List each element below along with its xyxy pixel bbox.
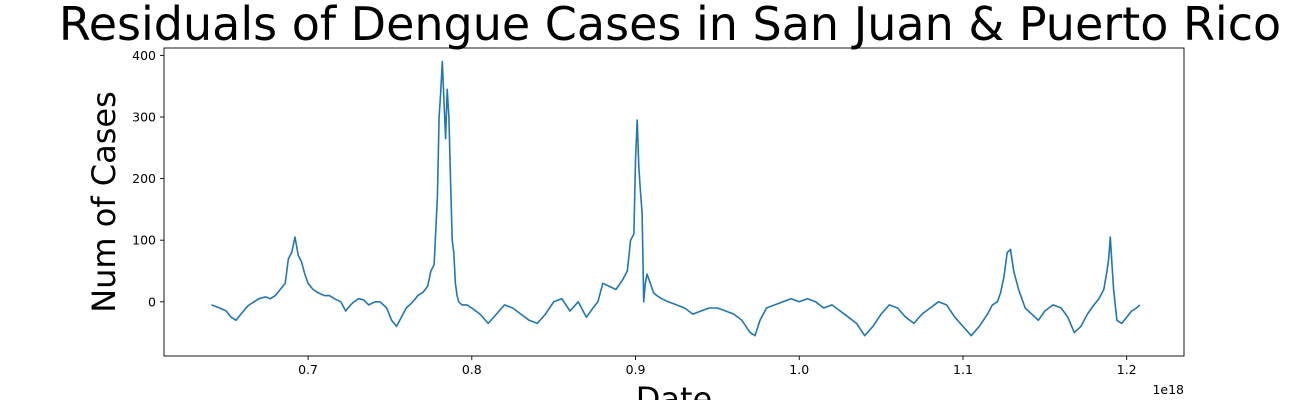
series-line-0 [211,60,1141,337]
plot-frame [163,47,1185,357]
plot-area [163,47,1185,357]
y-axis-label: Num of Cases [85,91,123,313]
x-tick-label: 1.1 [953,362,973,377]
x-axis-label: Date [636,380,712,400]
chart-title: Residuals of Dengue Cases in San Juan & … [59,0,1281,51]
x-tick-label: 0.8 [462,362,482,377]
x-tick-label: 1.0 [789,362,809,377]
y-axis-ticks: 0 100 200 300 400 [132,48,164,309]
y-tick-label: 200 [132,171,156,186]
x-tick-label: 1.2 [1117,362,1137,377]
y-tick-label: 300 [132,109,156,124]
x-tick-label: 0.9 [626,362,646,377]
x-axis-offset-label: 1e18 [1152,382,1184,397]
x-tick-label: 0.7 [298,362,318,377]
x-axis-ticks: 0.7 0.8 0.9 1.0 1.1 1.2 [298,356,1137,377]
y-tick-label: 0 [148,294,156,309]
y-tick-label: 400 [132,48,156,63]
y-tick-label: 100 [132,233,156,248]
